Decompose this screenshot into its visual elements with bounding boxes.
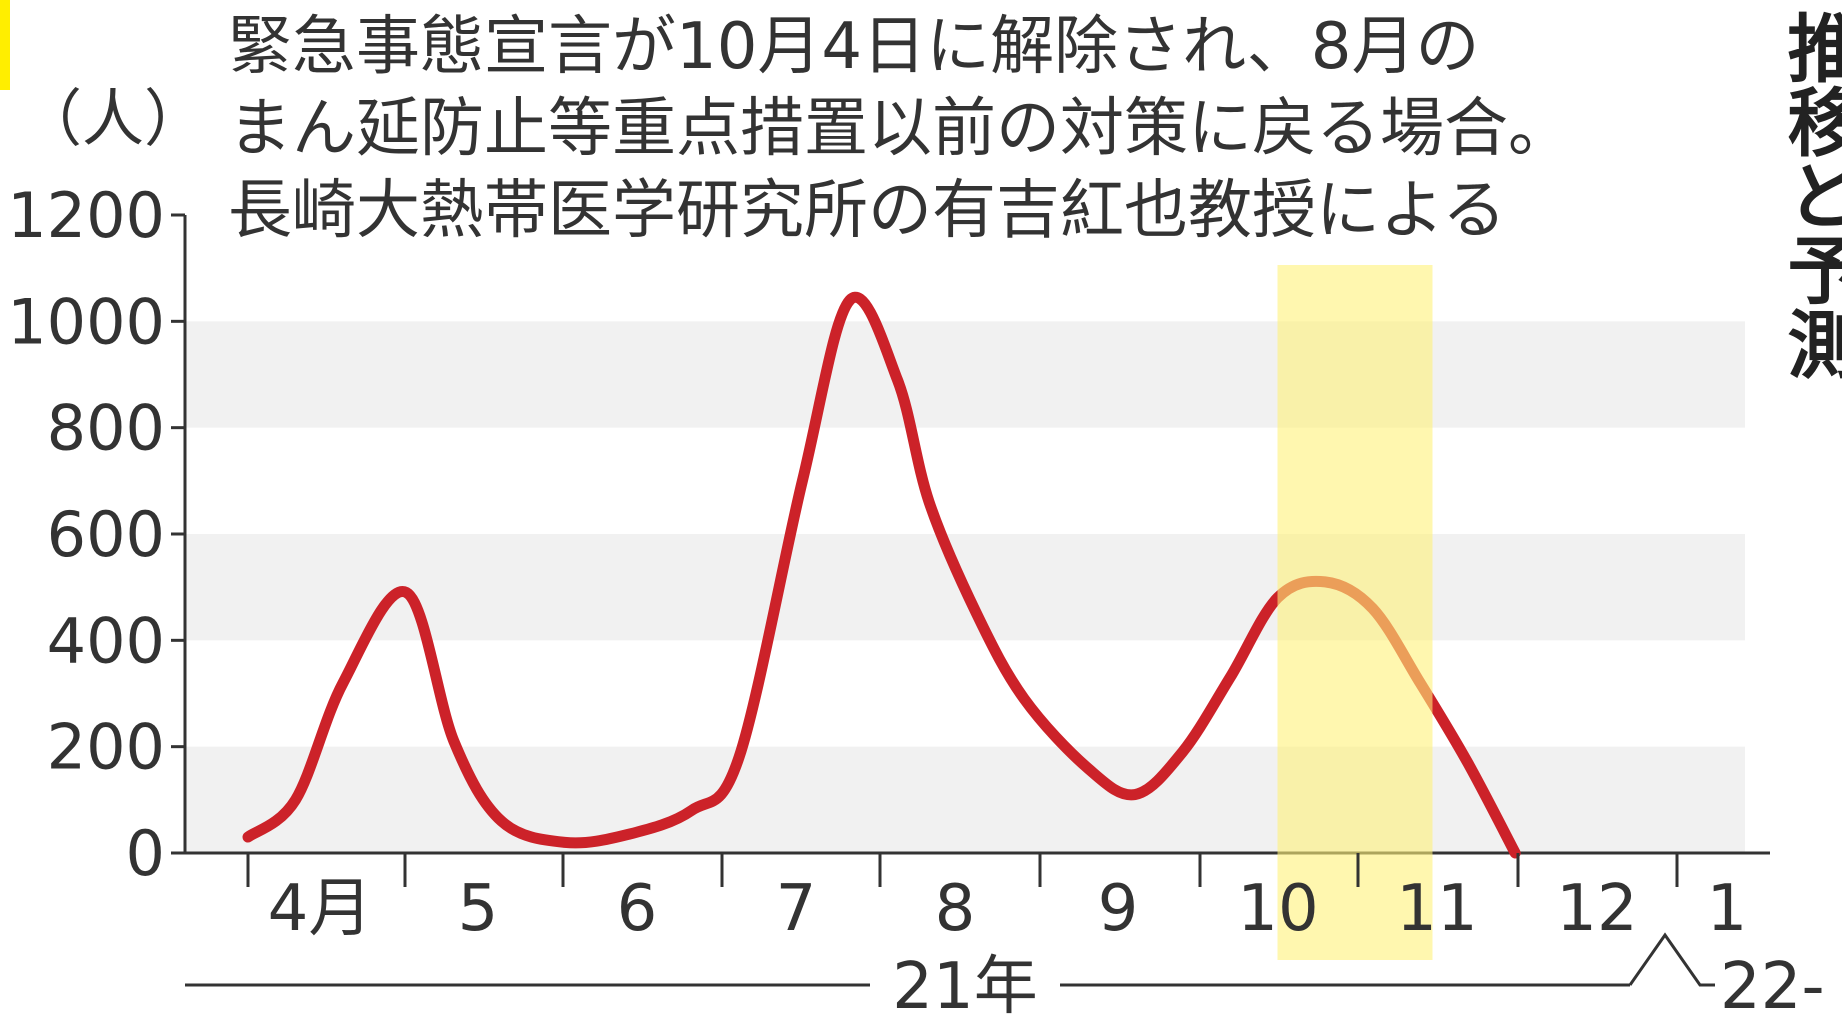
annotation-line-3: 長崎大熱帯医学研究所の有吉紅也教授による [228,174,1506,248]
y-tick-label: 800 [47,392,165,465]
x-tick-label: 8 [935,872,976,946]
x-tick-label: 9 [1098,872,1139,946]
annotation-line-1: 緊急事態宣言が10月4日に解除され、8月の [228,10,1480,84]
y-tick-label: 200 [47,711,165,784]
y-tick-label: 1000 [7,285,165,358]
x-tick-label: 6 [617,872,658,946]
year-label-21: 21年 [892,950,1037,1024]
y-tick-label: 600 [47,498,165,571]
x-tick-label: 11 [1396,872,1477,946]
corner-marker [0,0,10,90]
x-tick-label: 4月 [268,872,373,946]
x-tick-label: 12 [1556,872,1637,946]
x-tick-label: 7 [776,872,817,946]
annotation-line-2: まん延防止等重点措置以前の対策に戻る場合。 [228,92,1572,166]
y-tick-label: 400 [47,604,165,677]
grid-band-2 [185,321,1745,428]
y-tick-label: 0 [126,817,165,890]
x-tick-label: 5 [458,872,499,946]
y-tick-label: 1200 [7,179,165,252]
side-title: 推移と予測 [1775,10,1842,380]
year-break-mark [1628,932,1715,987]
year-label-22: 22- [1720,950,1825,1024]
unit-label: （人） [20,82,206,155]
x-tick-label: 10 [1237,872,1318,946]
x-tick-label: 1 [1707,872,1748,946]
highlight-column [1277,265,1433,960]
